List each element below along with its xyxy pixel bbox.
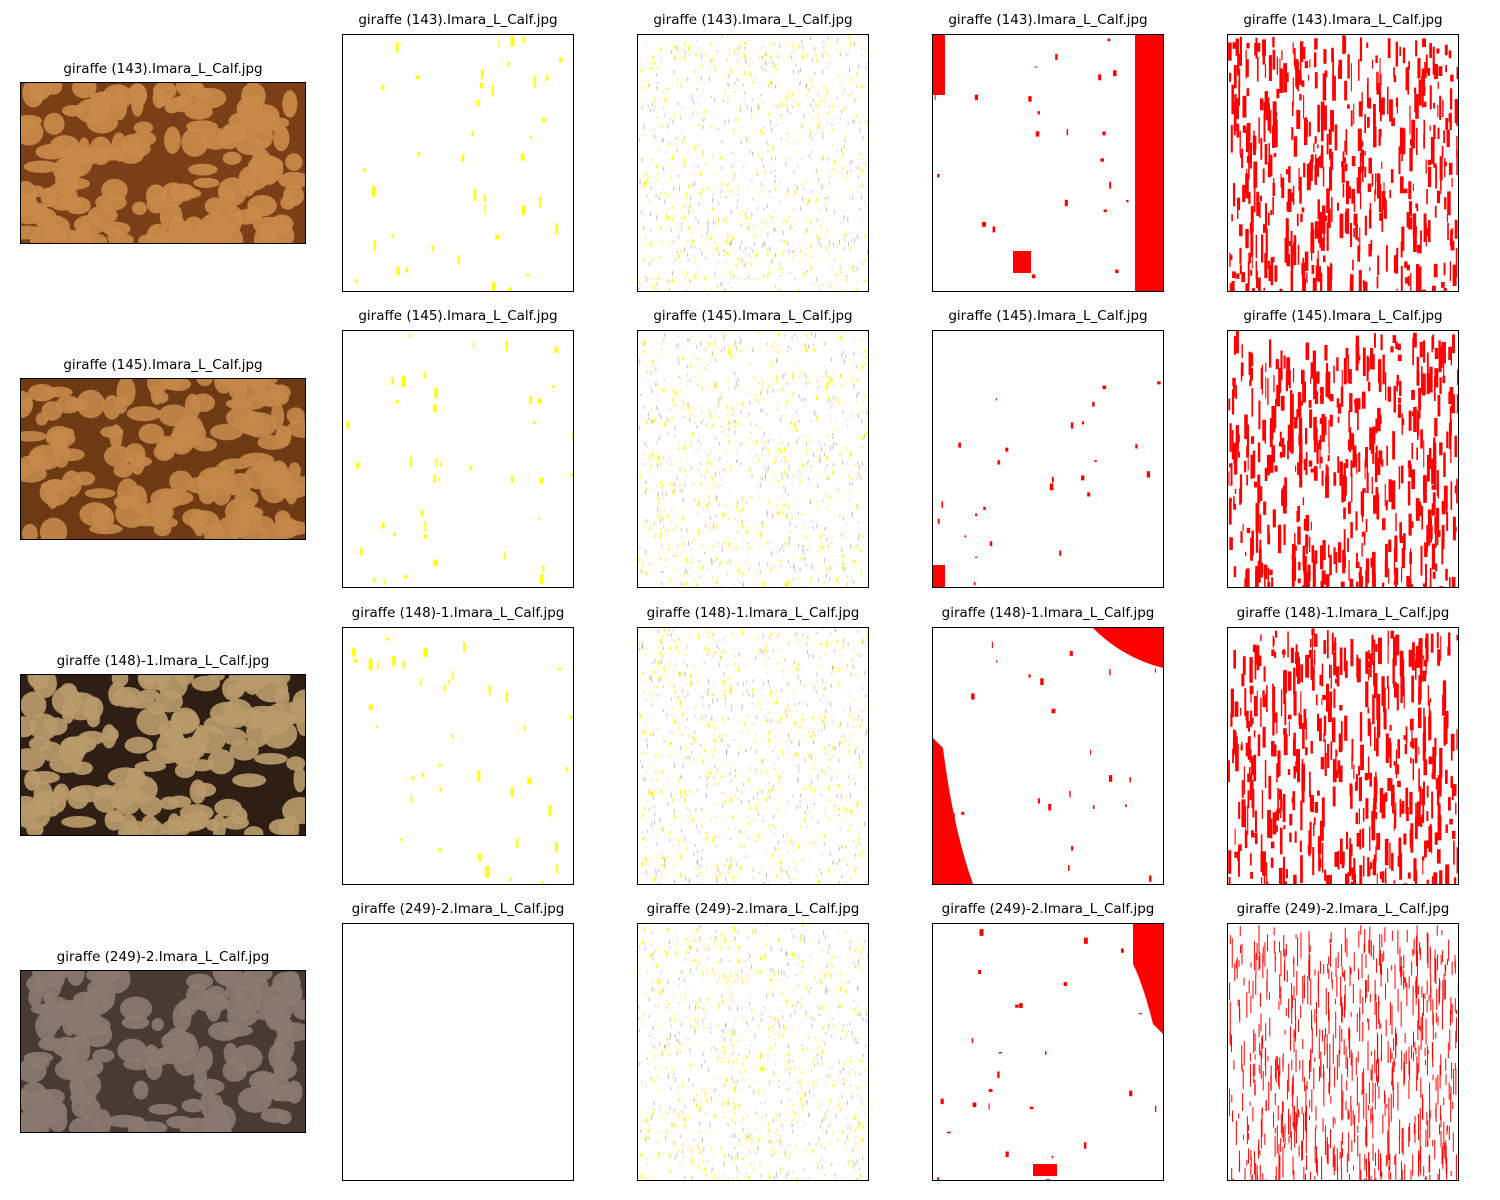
- mask-title: giraffe (249)-2.Imara_L_Calf.jpg: [941, 901, 1155, 917]
- mask-title: giraffe (145).Imara_L_Calf.jpg: [358, 308, 558, 324]
- yellow-blob-mask: [342, 923, 574, 1181]
- giraffe-photo: [20, 378, 306, 540]
- giraffe-photo: [20, 82, 306, 244]
- red-region-mask: [932, 34, 1164, 292]
- mask-title: giraffe (145).Imara_L_Calf.jpg: [948, 308, 1148, 324]
- photo-title: giraffe (249)-2.Imara_L_Calf.jpg: [56, 949, 270, 965]
- yellow-speckle-mask: [637, 330, 869, 588]
- mask-title: giraffe (143).Imara_L_Calf.jpg: [948, 12, 1148, 28]
- giraffe-photo: [20, 674, 306, 836]
- mask-title: giraffe (249)-2.Imara_L_Calf.jpg: [351, 901, 565, 917]
- yellow-speckle-mask: [637, 34, 869, 292]
- yellow-speckle-mask: [637, 923, 869, 1181]
- mask-title: giraffe (143).Imara_L_Calf.jpg: [1243, 12, 1443, 28]
- mask-title: giraffe (143).Imara_L_Calf.jpg: [358, 12, 558, 28]
- photo-title: giraffe (145).Imara_L_Calf.jpg: [63, 357, 263, 373]
- yellow-blob-mask: [342, 627, 574, 885]
- mask-title: giraffe (148)-1.Imara_L_Calf.jpg: [646, 605, 860, 621]
- yellow-blob-mask: [342, 330, 574, 588]
- red-stripe-mask: [1227, 923, 1459, 1181]
- red-region-mask: [932, 330, 1164, 588]
- photo-title: giraffe (143).Imara_L_Calf.jpg: [63, 61, 263, 77]
- mask-title: giraffe (145).Imara_L_Calf.jpg: [653, 308, 853, 324]
- red-region-mask: [932, 923, 1164, 1181]
- mask-title: giraffe (148)-1.Imara_L_Calf.jpg: [941, 605, 1155, 621]
- mask-title: giraffe (148)-1.Imara_L_Calf.jpg: [351, 605, 565, 621]
- photo-title: giraffe (148)-1.Imara_L_Calf.jpg: [56, 653, 270, 669]
- yellow-blob-mask: [342, 34, 574, 292]
- red-stripe-mask: [1227, 330, 1459, 588]
- red-region-mask: [932, 627, 1164, 885]
- mask-title: giraffe (249)-2.Imara_L_Calf.jpg: [1236, 901, 1450, 917]
- mask-title: giraffe (148)-1.Imara_L_Calf.jpg: [1236, 605, 1450, 621]
- mask-title: giraffe (143).Imara_L_Calf.jpg: [653, 12, 853, 28]
- mask-title: giraffe (145).Imara_L_Calf.jpg: [1243, 308, 1443, 324]
- red-stripe-mask: [1227, 627, 1459, 885]
- red-stripe-mask: [1227, 34, 1459, 292]
- mask-title: giraffe (249)-2.Imara_L_Calf.jpg: [646, 901, 860, 917]
- giraffe-photo: [20, 970, 306, 1133]
- yellow-speckle-mask: [637, 627, 869, 885]
